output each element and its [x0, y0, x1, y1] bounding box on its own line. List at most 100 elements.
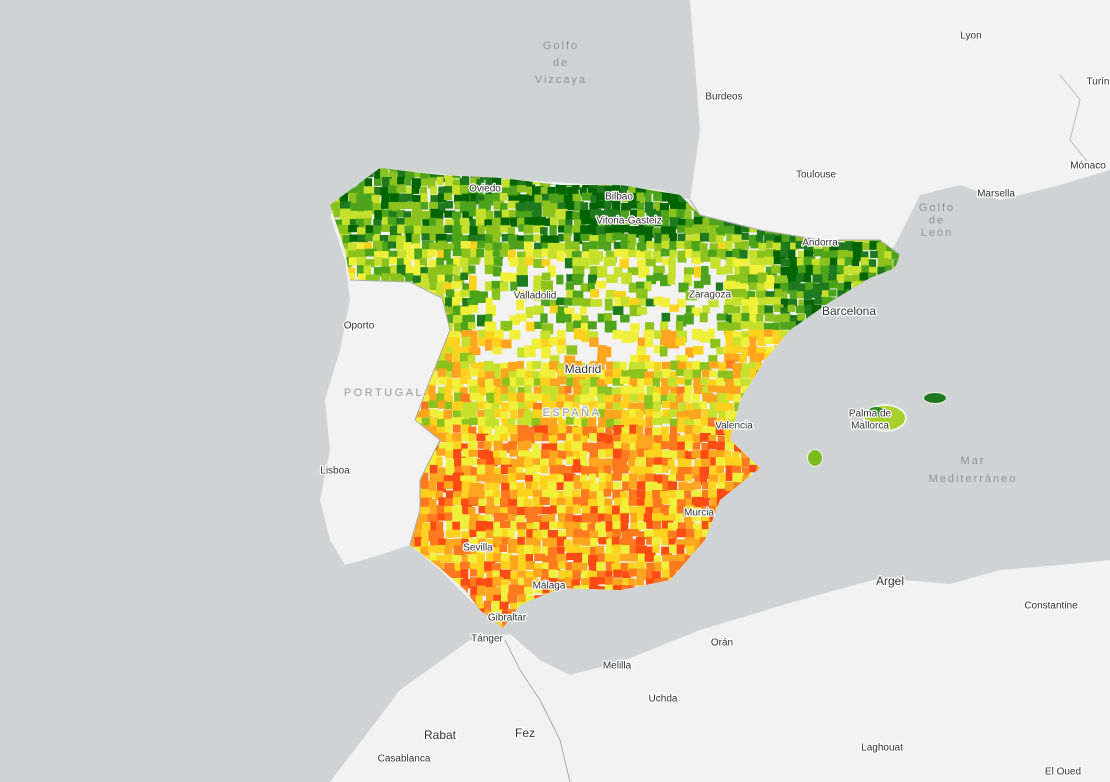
cell [541, 346, 551, 359]
cell [611, 473, 623, 481]
cell [517, 417, 527, 427]
cell [541, 443, 551, 453]
cell [541, 433, 552, 442]
cell [612, 232, 622, 241]
cell [652, 507, 664, 517]
cell [566, 345, 578, 355]
cell [478, 506, 487, 514]
cell [582, 426, 593, 439]
cell [468, 410, 477, 419]
cell [493, 378, 503, 388]
cell [733, 281, 741, 291]
cell [669, 433, 681, 443]
cell [653, 474, 666, 485]
cell [732, 451, 740, 460]
cell [756, 352, 765, 361]
cell [475, 186, 484, 198]
cell [683, 274, 692, 286]
cell [500, 433, 508, 442]
cell [598, 472, 608, 484]
cell [494, 393, 503, 406]
cell [677, 553, 688, 563]
cell [492, 536, 505, 548]
cell [429, 281, 440, 292]
cell [582, 251, 594, 260]
cell [477, 291, 488, 303]
cell [774, 235, 786, 247]
cell [683, 459, 692, 467]
cell [629, 424, 638, 436]
cell [670, 201, 679, 214]
cell [678, 403, 690, 413]
cell [500, 553, 512, 566]
cell [725, 473, 736, 482]
cell [469, 275, 477, 284]
cell [764, 312, 775, 322]
cell [773, 256, 786, 265]
cell [829, 250, 839, 259]
cell [467, 322, 476, 330]
cell [613, 418, 625, 427]
cell [603, 241, 612, 251]
cell [765, 249, 776, 261]
cell [499, 601, 509, 611]
cell [389, 256, 401, 264]
cell [461, 265, 471, 276]
cell [510, 579, 519, 589]
cell [781, 233, 792, 243]
cell [582, 403, 594, 413]
cell [525, 256, 535, 266]
cell [509, 401, 518, 413]
cell [436, 432, 449, 442]
cell [533, 288, 544, 301]
cell [484, 409, 497, 419]
cell [740, 321, 753, 329]
cell [589, 202, 599, 214]
cell [541, 323, 554, 335]
cell [636, 369, 648, 379]
cell [581, 505, 593, 515]
cell [524, 378, 535, 387]
cell [468, 304, 479, 313]
cell [852, 249, 861, 262]
cell [437, 513, 448, 521]
cell [676, 505, 688, 517]
cell [845, 241, 855, 252]
cell [805, 234, 813, 244]
cell [589, 208, 602, 221]
cell [419, 281, 432, 291]
cell [659, 490, 668, 501]
cell [861, 265, 872, 276]
cell [422, 394, 430, 405]
cell [517, 425, 529, 437]
cell [549, 584, 560, 592]
cell [451, 211, 462, 223]
cell [741, 232, 749, 240]
cell [501, 457, 512, 470]
cell [708, 481, 717, 489]
cell [477, 603, 490, 612]
cell [603, 434, 616, 445]
cell [445, 490, 454, 502]
cell [604, 409, 613, 422]
cell [635, 561, 646, 572]
cell [708, 488, 717, 498]
cell [779, 291, 788, 301]
cell [756, 314, 764, 322]
cell [612, 185, 621, 196]
cell [356, 256, 367, 268]
cell [694, 459, 704, 471]
cell [550, 497, 560, 508]
cell [405, 233, 414, 244]
cell [685, 482, 696, 491]
cell [501, 368, 513, 379]
cell [756, 283, 767, 295]
cell [534, 432, 545, 442]
cell [494, 329, 504, 339]
cell [764, 305, 773, 316]
cell [451, 338, 461, 348]
cell [644, 552, 655, 562]
cell [764, 234, 776, 245]
cell [572, 273, 584, 285]
cell [421, 417, 433, 430]
